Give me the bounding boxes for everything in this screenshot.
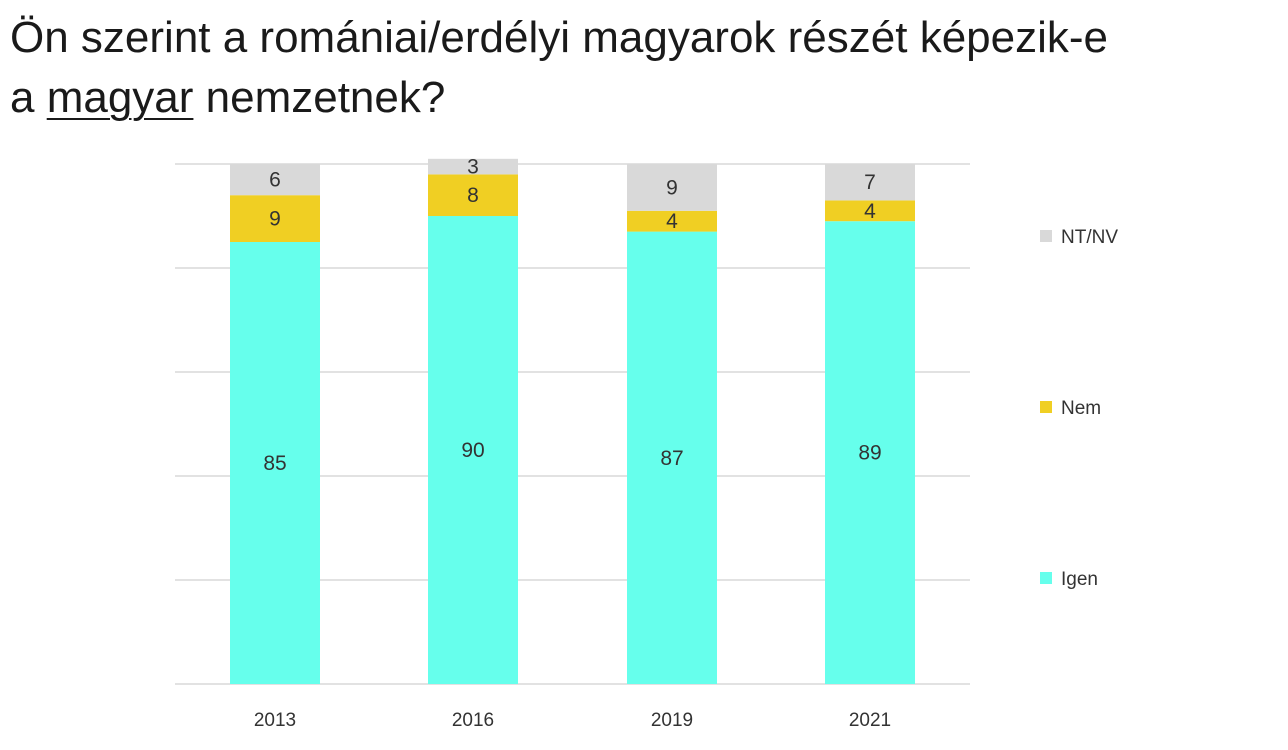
- legend-label: NT/NV: [1061, 227, 1118, 248]
- chart-title: Ön szerint a romániai/erdélyi magyarok r…: [10, 8, 1108, 128]
- x-tick-label: 2021: [849, 710, 891, 731]
- bar-segment-igen-2021: [825, 221, 915, 684]
- data-label: 6: [269, 169, 281, 192]
- data-label: 4: [864, 200, 876, 223]
- bars: 85 9 6 90 8 3 87 4 9 89 4 7: [230, 156, 915, 684]
- x-tick-label: 2016: [452, 710, 494, 731]
- data-label: 89: [858, 442, 881, 465]
- bar-segment-nem-2013: [230, 195, 320, 242]
- title-line-2-end: nemzetnek?: [193, 73, 446, 122]
- legend: NT/NV Nem Igen: [1040, 227, 1118, 590]
- bar-segment-nt-nv-2016: [428, 158, 518, 175]
- bar-segment-nt-nv-2019: [627, 164, 717, 211]
- legend-swatch: [1040, 401, 1052, 413]
- bar-segment-nt-nv-2013: [230, 164, 320, 196]
- data-label: 87: [660, 447, 683, 470]
- bar-segment-nem-2019: [627, 210, 717, 232]
- data-label: 90: [461, 439, 484, 462]
- bar-segment-igen-2019: [627, 231, 717, 684]
- x-tick-label: 2013: [254, 710, 296, 731]
- legend-label: Igen: [1061, 569, 1098, 590]
- data-label: 85: [263, 452, 286, 475]
- data-label: 4: [666, 210, 678, 233]
- x-tick-label: 2019: [651, 710, 693, 731]
- data-label: 3: [467, 156, 479, 179]
- legend-swatch: [1040, 572, 1052, 584]
- data-label: 9: [269, 208, 281, 231]
- title-line-2-start: a: [10, 73, 47, 122]
- bar-segment-nem-2021: [825, 200, 915, 222]
- bar-segment-nt-nv-2021: [825, 164, 915, 201]
- title-line-1: Ön szerint a romániai/erdélyi magyarok r…: [10, 13, 1109, 62]
- data-label: 8: [467, 184, 479, 207]
- legend-label: Nem: [1061, 398, 1101, 419]
- bar-segment-igen-2016: [428, 216, 518, 684]
- x-axis-tick-labels: 2013 2016 2019 2021: [254, 710, 891, 731]
- data-label: 7: [864, 171, 876, 194]
- bar-segment-nem-2016: [428, 174, 518, 216]
- bar-segment-igen-2013: [230, 242, 320, 684]
- title-underlined-word: magyar: [46, 73, 194, 122]
- legend-swatch: [1040, 230, 1052, 242]
- data-label: 9: [666, 176, 678, 199]
